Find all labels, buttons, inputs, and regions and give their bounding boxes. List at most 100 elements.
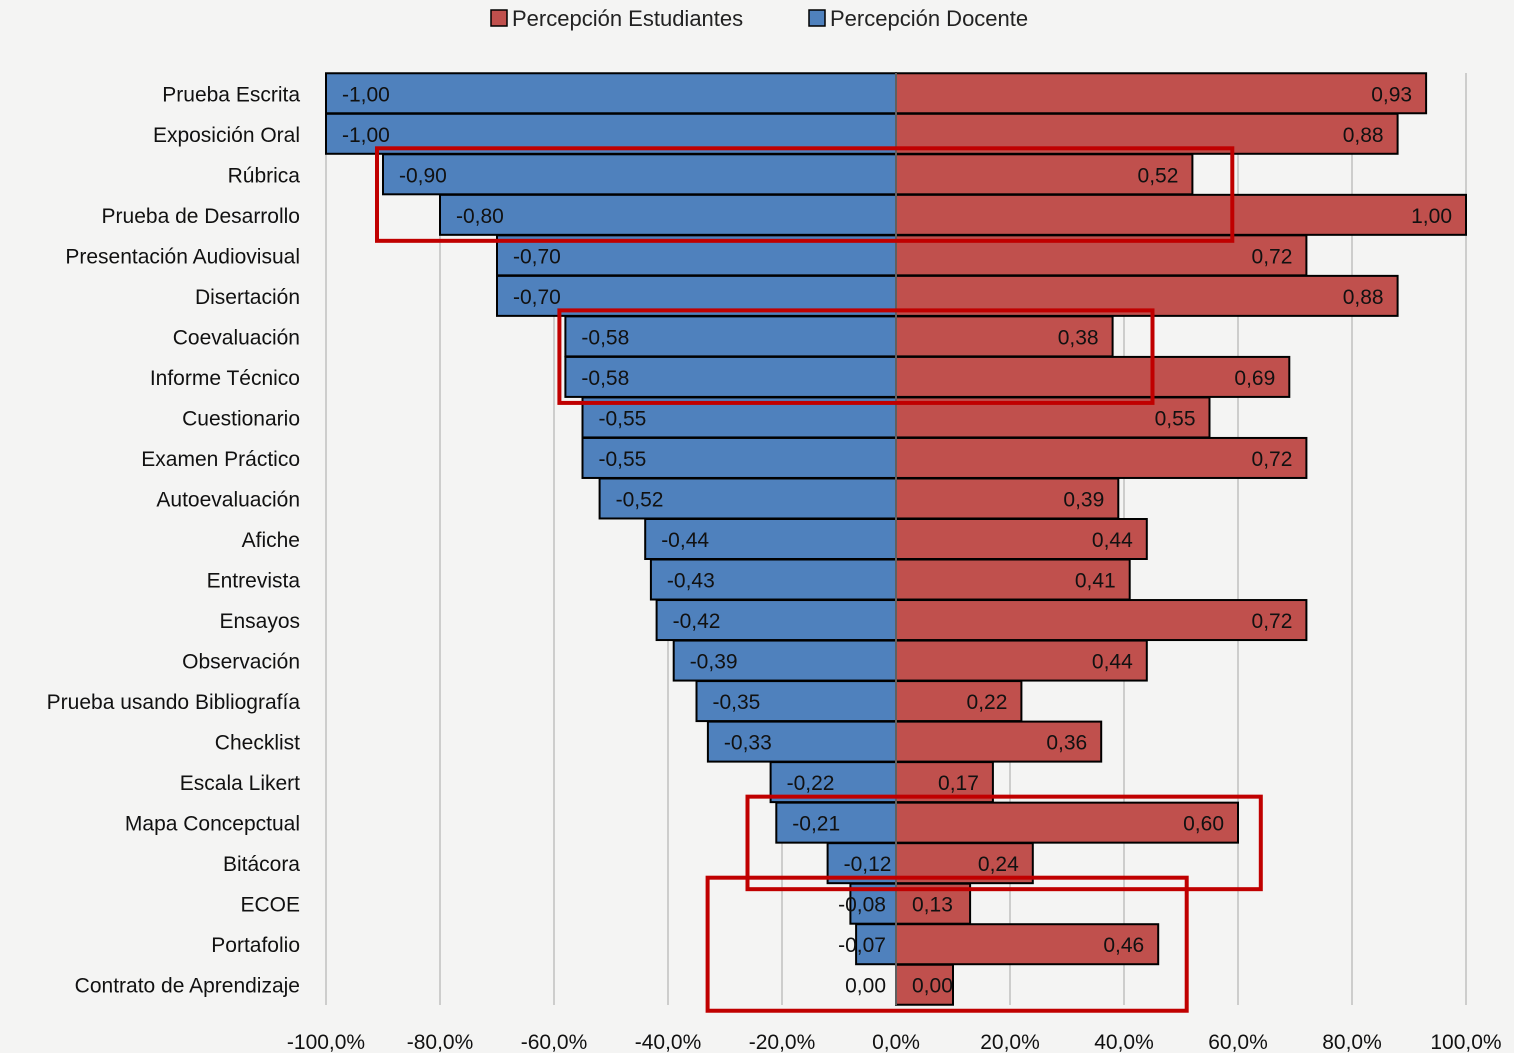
bar-docente <box>598 477 897 520</box>
category-label: Checklist <box>215 732 300 755</box>
data-label-estudiantes: 0,41 <box>1075 570 1116 593</box>
data-label-docente: -0,33 <box>724 732 772 755</box>
x-tick-label: -100,0% <box>287 1031 365 1053</box>
bar-docente <box>564 355 898 398</box>
bar-estudiantes <box>895 436 1308 479</box>
x-tick-label: 60,0% <box>1208 1031 1268 1053</box>
data-label-estudiantes: 0,69 <box>1234 367 1275 390</box>
category-label: ECOE <box>240 894 300 917</box>
x-tick-label: 100,0% <box>1430 1031 1501 1053</box>
data-label-docente: -0,70 <box>513 245 561 268</box>
bar-estudiantes <box>895 315 1114 358</box>
data-label-estudiantes: 0,72 <box>1252 245 1293 268</box>
bar-estudiantes <box>895 720 1103 763</box>
highlight-box <box>705 875 1189 1013</box>
bar-docente <box>649 558 898 601</box>
bar-estudiantes <box>895 639 1148 682</box>
data-label-docente: -1,00 <box>342 124 390 147</box>
category-label: Informe Técnico <box>150 367 300 390</box>
x-tick-label: -20,0% <box>749 1031 816 1053</box>
data-label-estudiantes: 0,52 <box>1138 164 1179 187</box>
data-label-docente: -0,58 <box>581 367 629 390</box>
category-label: Coevaluación <box>173 326 300 349</box>
data-label-docente: -1,00 <box>342 83 390 106</box>
data-label-docente: -0,80 <box>456 205 504 228</box>
legend-label: Percepción Estudiantes <box>512 6 743 31</box>
legend-swatch <box>490 9 508 27</box>
bar-docente <box>325 72 897 115</box>
data-label-docente: 0,00 <box>845 975 886 998</box>
bar-estudiantes <box>895 599 1308 642</box>
data-label-estudiantes: 0,39 <box>1063 488 1104 511</box>
category-label: Autoevaluación <box>156 488 300 511</box>
category-label: Bitácora <box>223 853 300 876</box>
category-label: Prueba Escrita <box>162 83 300 106</box>
data-label-estudiantes: 1,00 <box>1411 205 1452 228</box>
data-label-estudiantes: 0,60 <box>1183 813 1224 836</box>
bar-estudiantes <box>895 518 1148 560</box>
data-label-estudiantes: 0,72 <box>1252 448 1293 471</box>
highlight-boxes <box>375 146 1263 1013</box>
data-label-estudiantes: 0,46 <box>1103 934 1144 957</box>
bar-docente <box>672 639 898 682</box>
data-label-estudiantes: 0,88 <box>1343 124 1384 147</box>
x-tick-label: -80,0% <box>407 1031 474 1053</box>
data-label-estudiantes: 0,55 <box>1155 407 1196 430</box>
data-label-estudiantes: 0,72 <box>1252 610 1293 633</box>
category-label: Prueba usando Bibliografía <box>47 691 301 714</box>
category-label: Observación <box>182 651 300 674</box>
x-tick-labels: -100,0% -80,0% -60,0% -40,0% -20,0% 0,0% 20,0%… <box>287 1031 1502 1053</box>
data-label-estudiantes: 0,22 <box>967 691 1008 714</box>
data-label-estudiantes: 0,36 <box>1046 732 1087 755</box>
data-label-estudiantes: 0,17 <box>938 772 979 795</box>
x-tick-label: 80,0% <box>1322 1031 1382 1053</box>
category-label: Mapa Concepctual <box>125 813 300 836</box>
bar-estudiantes <box>895 72 1428 115</box>
data-label-estudiantes: 0,00 <box>912 975 953 998</box>
category-label: Exposición Oral <box>153 124 300 147</box>
data-label-estudiantes: 0,38 <box>1058 326 1099 349</box>
legend-label: Percepción Docente <box>830 6 1028 31</box>
data-label-docente: -0,08 <box>838 894 886 917</box>
bar-docente <box>564 315 898 358</box>
x-tick-label: 20,0% <box>980 1031 1040 1053</box>
category-label: Contrato de Aprendizaje <box>75 975 300 998</box>
bar-docente <box>382 153 897 196</box>
category-label: Cuestionario <box>182 407 300 430</box>
bar-estudiantes <box>895 963 954 1006</box>
highlight-box <box>745 794 1263 892</box>
x-tick-label: -40,0% <box>635 1031 702 1053</box>
data-label-docente: -0,90 <box>399 164 447 187</box>
category-label: Ensayos <box>219 610 300 633</box>
data-label-estudiantes: 0,13 <box>912 894 953 917</box>
data-label-docente: -0,39 <box>690 651 738 674</box>
category-label: Presentación Audiovisual <box>65 245 300 268</box>
data-label-docente: -0,21 <box>792 813 840 836</box>
data-label-docente: -0,12 <box>844 853 892 876</box>
data-label-docente: -0,43 <box>667 570 715 593</box>
category-label: Disertación <box>195 286 300 309</box>
data-label-estudiantes: 0,44 <box>1092 529 1133 552</box>
category-label: Portafolio <box>211 934 300 957</box>
x-tick-label: 40,0% <box>1094 1031 1154 1053</box>
x-tick-label: -60,0% <box>521 1031 588 1053</box>
bar-estudiantes <box>895 355 1291 398</box>
data-labels: -1,00 0,93 -1,00 0,88 -0,90 0,52 -0,80 1,00 -0,7… <box>342 83 1452 997</box>
bar-estudiantes <box>895 801 1239 844</box>
data-label-estudiantes: 0,44 <box>1092 651 1133 674</box>
category-label: Escala Likert <box>180 772 300 795</box>
data-label-docente: -0,58 <box>581 326 629 349</box>
bar-estudiantes <box>895 477 1120 520</box>
data-label-docente: -0,52 <box>616 488 664 511</box>
data-label-estudiantes: 0,24 <box>978 853 1019 876</box>
data-label-estudiantes: 0,93 <box>1371 83 1412 106</box>
data-label-docente: -0,55 <box>599 448 647 471</box>
data-label-docente: -0,44 <box>661 529 709 552</box>
category-labels: Prueba Escrita Exposición Oral Rúbrica Prue… <box>47 83 301 997</box>
category-label: Entrevista <box>207 570 301 593</box>
category-label: Prueba de Desarrollo <box>102 205 300 228</box>
category-label: Afiche <box>242 529 300 552</box>
bar-docente <box>439 193 897 236</box>
data-label-docente: -0,42 <box>673 610 721 633</box>
